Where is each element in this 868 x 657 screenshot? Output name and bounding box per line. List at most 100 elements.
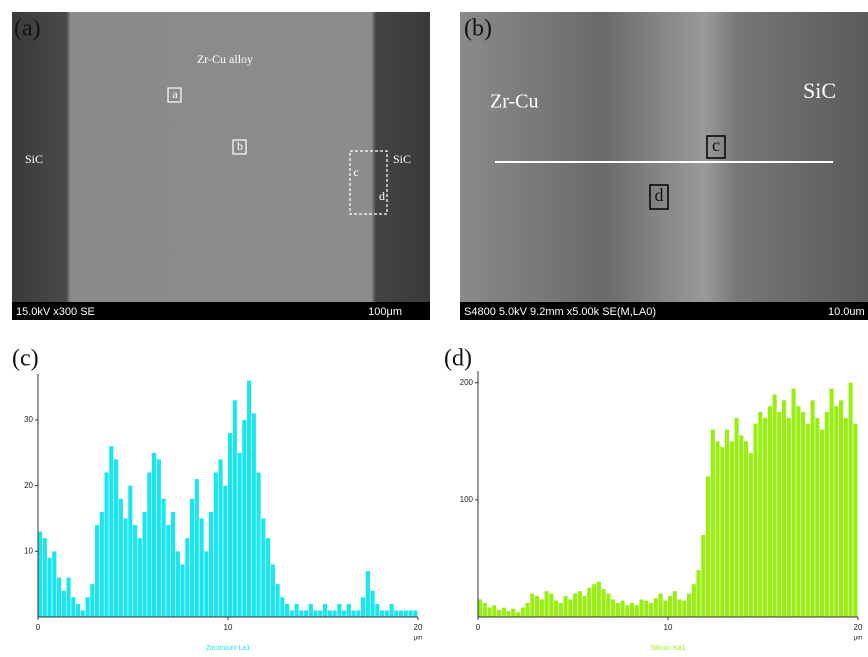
series-name: Silicon Ka1 (650, 645, 685, 652)
bar (204, 551, 209, 617)
point-label: d (655, 185, 664, 205)
info-bar (460, 302, 868, 320)
bar (611, 599, 616, 617)
bar (587, 587, 592, 617)
bar (601, 588, 606, 617)
bar (142, 511, 147, 617)
bar (327, 610, 332, 617)
bar (630, 602, 635, 617)
bar (323, 603, 328, 617)
bar (289, 610, 294, 617)
bar (573, 593, 578, 617)
bar (337, 603, 342, 617)
bar (104, 472, 109, 617)
scale-text: 100μm (368, 306, 402, 318)
bar (625, 605, 630, 617)
bar (725, 429, 730, 617)
bar (218, 459, 223, 617)
bar (147, 472, 152, 617)
point-box (167, 87, 182, 103)
bar (237, 452, 242, 617)
point-label: c (712, 135, 720, 155)
bar (663, 600, 668, 617)
bar (687, 593, 692, 617)
bar (511, 608, 516, 617)
region-label: SiC (393, 152, 411, 166)
bar (563, 595, 568, 617)
bar (577, 591, 582, 617)
bar (285, 603, 290, 617)
y-tick-label: 100 (460, 495, 474, 504)
bar (61, 590, 66, 617)
bar (677, 599, 682, 617)
bar (380, 610, 385, 617)
x-tick-label: 20 (854, 623, 863, 632)
bar (824, 412, 829, 617)
panel-label: (b) (464, 16, 492, 42)
bar (71, 597, 76, 617)
bar (525, 602, 530, 617)
x-tick-label: 10 (224, 623, 233, 632)
bar (554, 600, 559, 617)
bar (516, 612, 521, 617)
bar (38, 531, 43, 617)
bar (394, 610, 399, 617)
bar (318, 610, 323, 617)
bar (223, 485, 228, 617)
bar (57, 577, 62, 617)
bar (772, 394, 777, 617)
bar (185, 538, 190, 617)
bar (275, 584, 280, 617)
bar (853, 423, 858, 617)
bar (763, 417, 768, 617)
bar (128, 485, 133, 617)
point-box (706, 135, 726, 159)
bar (506, 611, 511, 617)
bar (114, 459, 119, 617)
bar (744, 441, 749, 617)
sem-image (12, 12, 430, 302)
bar (242, 419, 247, 617)
bar (384, 610, 389, 617)
bar (152, 452, 157, 617)
info-bar (12, 302, 430, 320)
bar (535, 595, 540, 617)
bar (786, 417, 791, 617)
bar (839, 400, 844, 617)
bar (80, 610, 85, 617)
bar (52, 551, 57, 617)
bar (615, 602, 620, 617)
bar (777, 412, 782, 617)
x-tick-label: 0 (36, 623, 41, 632)
bar (123, 518, 128, 617)
bar (706, 476, 711, 617)
bar (171, 511, 176, 617)
bar (180, 564, 185, 617)
bar (76, 603, 81, 617)
scale-text: 10.0um (828, 306, 865, 318)
bar (568, 599, 573, 617)
bar (668, 595, 673, 617)
bar (389, 603, 394, 617)
bar (403, 610, 408, 617)
x-tick-label: 10 (664, 623, 673, 632)
panel-label: (c) (12, 346, 39, 372)
bar (805, 423, 810, 617)
bar (582, 595, 587, 617)
bar (304, 610, 309, 617)
panel-label: (d) (444, 346, 472, 372)
bar (691, 584, 696, 617)
bar (256, 472, 261, 617)
bar (213, 472, 218, 617)
bar (156, 459, 161, 617)
bar (90, 584, 95, 617)
bar (232, 400, 237, 617)
bar (672, 591, 677, 617)
bar (332, 610, 337, 617)
bar (228, 433, 233, 617)
bar (408, 610, 413, 617)
bar (801, 412, 806, 617)
bar (696, 570, 701, 617)
bar (748, 453, 753, 617)
bar (606, 593, 611, 617)
